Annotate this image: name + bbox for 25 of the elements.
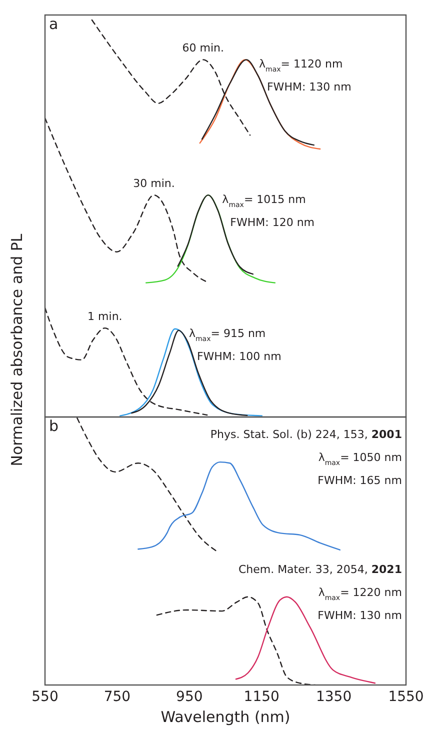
- annotation: 60 min.: [182, 42, 224, 55]
- annotation: λ$_{max}$= 915 nm: [188, 326, 266, 343]
- x-tick-label: 750: [104, 688, 131, 705]
- annotation: FWHM: 165 nm: [318, 474, 402, 488]
- x-tick-label: 550: [32, 688, 58, 705]
- annotation: FWHM: 100 nm: [196, 350, 282, 363]
- annotation: λ$_{max}$= 1015 nm: [222, 193, 306, 210]
- y-axis-title: Normalized absorbance and PL: [8, 233, 26, 466]
- x-tick-label: 1550: [388, 688, 424, 705]
- annotation: λ$_{max}$= 1120 nm: [258, 58, 343, 74]
- x-tick-label: 950: [176, 688, 203, 705]
- annotation: Phys. Stat. Sol. (b) 224, 153, 2001: [210, 428, 402, 442]
- x-axis-title: Wavelength (nm): [160, 708, 290, 726]
- annotation: 1 min.: [88, 310, 122, 324]
- annotation: λ$_{max}$= 1220 nm: [318, 586, 402, 602]
- x-tick-label: 1150: [244, 688, 280, 705]
- chart-title: a: [49, 15, 58, 33]
- annotation: Chem. Mater. 33, 2054, 2021: [238, 562, 402, 576]
- annotation: 30 min.: [133, 177, 175, 190]
- annotation: FWHM: 130 nm: [266, 80, 352, 94]
- annotation: λ$_{max}$= 1050 nm: [318, 451, 402, 468]
- x-tick-label: 1350: [316, 688, 352, 705]
- annotation: FWHM: 120 nm: [230, 216, 315, 230]
- chart-title: b: [49, 417, 59, 435]
- annotation: FWHM: 130 nm: [318, 608, 402, 622]
